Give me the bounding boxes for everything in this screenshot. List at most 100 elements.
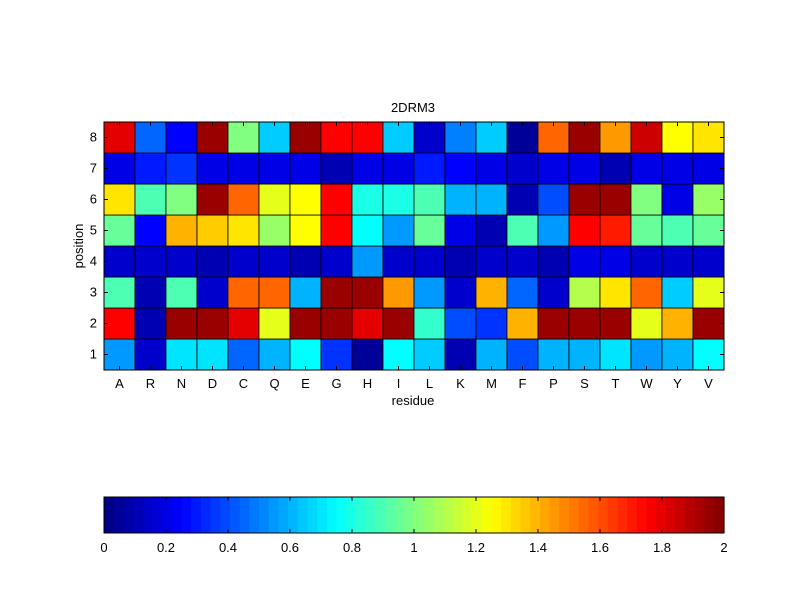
- heatmap-cell: [692, 152, 725, 185]
- heatmap-cell: [568, 183, 601, 216]
- heatmap-cell: [630, 276, 663, 309]
- x-tick-label: M: [486, 376, 497, 391]
- colorbar-tick-label: 1.2: [467, 540, 485, 555]
- x-tick-label: E: [301, 376, 310, 391]
- heatmap-cell: [537, 183, 570, 216]
- colorbar-segment: [268, 497, 279, 533]
- colorbar-segment: [404, 497, 415, 533]
- heatmap-cell: [661, 338, 694, 371]
- heatmap-cell: [351, 245, 384, 278]
- colorbar-segment: [481, 497, 493, 533]
- colorbar-segment: [220, 497, 231, 533]
- heatmap-cell: [506, 245, 539, 278]
- colorbar-segment: [297, 497, 309, 533]
- colorbar-segment: [569, 497, 580, 533]
- colorbar-segment: [326, 497, 338, 533]
- heatmap-cell: [320, 214, 353, 247]
- heatmap-cell: [320, 183, 353, 216]
- heatmap-cell: [568, 245, 601, 278]
- heatmap-cell: [506, 338, 539, 371]
- y-tick-label: 2: [90, 316, 97, 331]
- heatmap-cell: [134, 245, 167, 278]
- colorbar-segment: [336, 497, 347, 533]
- heatmap-cell: [630, 152, 663, 185]
- heatmap-cell: [475, 152, 508, 185]
- heatmap-cell: [196, 307, 229, 340]
- colorbar-segment: [278, 497, 289, 533]
- x-tick-label: V: [704, 376, 713, 391]
- x-tick-label: L: [426, 376, 433, 391]
- heatmap-cell: [413, 121, 446, 154]
- heatmap-cell: [351, 214, 384, 247]
- x-tick-label: K: [456, 376, 465, 391]
- heatmap-cell: [537, 214, 570, 247]
- heatmap-cell: [165, 214, 198, 247]
- colorbar-tick-label: 0.6: [281, 540, 299, 555]
- y-tick-label: 3: [90, 285, 97, 300]
- colorbar-segment: [210, 497, 221, 533]
- heatmap-cell: [320, 152, 353, 185]
- colorbar-segment: [414, 497, 425, 533]
- heatmap-cell: [258, 276, 291, 309]
- heatmap-cell: [227, 152, 260, 185]
- heatmap-cell: [196, 152, 229, 185]
- colorbar-segment: [443, 497, 454, 533]
- x-tick-label: W: [640, 376, 653, 391]
- heatmap-cell: [599, 307, 632, 340]
- colorbar-segment: [423, 497, 434, 533]
- heatmap-cell: [599, 152, 632, 185]
- colorbar-segment: [123, 497, 134, 533]
- colorbar-segment: [384, 497, 396, 533]
- heatmap-cell: [351, 183, 384, 216]
- heatmap-cell: [289, 121, 322, 154]
- x-tick-label: R: [146, 376, 155, 391]
- colorbar-tick-label: 1.8: [653, 540, 671, 555]
- heatmap-cell: [630, 338, 663, 371]
- heatmap-cell: [568, 276, 601, 309]
- colorbar-segment: [113, 497, 124, 533]
- heatmap-cell: [258, 214, 291, 247]
- heatmap-cell: [351, 338, 384, 371]
- heatmap-cell: [289, 338, 322, 371]
- heatmap-cell: [227, 276, 260, 309]
- heatmap-cell: [537, 152, 570, 185]
- heatmap-cell: [630, 245, 663, 278]
- heatmap-cell: [630, 121, 663, 154]
- colorbar-segment: [346, 497, 357, 533]
- colorbar-segment: [694, 497, 706, 533]
- colorbar-segment: [259, 497, 270, 533]
- heatmap-cell: [382, 276, 415, 309]
- colorbar-segment: [539, 497, 551, 533]
- y-tick-label: 6: [90, 192, 97, 207]
- x-tick-label: Y: [673, 376, 682, 391]
- heatmap-cell: [165, 245, 198, 278]
- heatmap-cell: [599, 183, 632, 216]
- x-tick-label: Q: [269, 376, 279, 391]
- colorbar-segment: [578, 497, 589, 533]
- heatmap-axes-frame: [103, 121, 725, 371]
- heatmap-cell: [475, 121, 508, 154]
- colorbar-segment: [200, 497, 212, 533]
- heatmap-cell: [227, 121, 260, 154]
- heatmap-cell: [475, 338, 508, 371]
- colorbar-segment: [607, 497, 619, 533]
- colorbar-segment: [598, 497, 609, 533]
- y-axis-ticks: 1 2 3 4 5 6 7 8: [90, 130, 724, 362]
- heatmap-cell: [444, 183, 477, 216]
- heatmap-cell: [382, 245, 415, 278]
- heatmap-cell: [351, 152, 384, 185]
- colorbar-segment: [133, 497, 144, 533]
- colorbar-segment: [530, 497, 541, 533]
- heatmap-cell: [134, 214, 167, 247]
- heatmap-cell: [165, 276, 198, 309]
- heatmap-cell: [320, 276, 353, 309]
- heatmap-cell: [506, 307, 539, 340]
- colorbar-tick-label: 2: [720, 540, 727, 555]
- heatmap-cell: [568, 121, 601, 154]
- colorbar-tick-label: 1: [410, 540, 417, 555]
- heatmap-cell: [568, 338, 601, 371]
- heatmap-cell: [227, 183, 260, 216]
- heatmap-cell: [165, 152, 198, 185]
